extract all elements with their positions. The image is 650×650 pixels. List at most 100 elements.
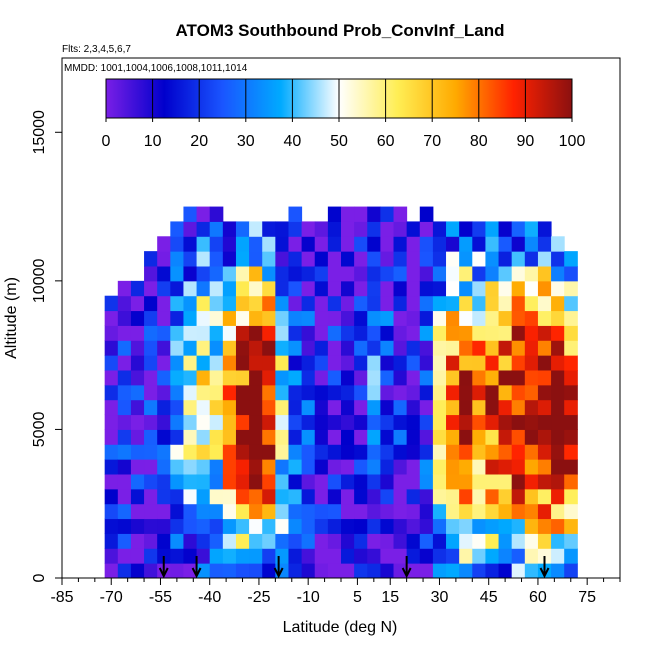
heatmap-cell bbox=[393, 340, 408, 356]
heatmap-cell bbox=[196, 488, 211, 505]
heatmap-cell bbox=[354, 488, 368, 505]
heatmap-cell bbox=[222, 370, 237, 386]
heatmap-cell bbox=[551, 384, 565, 401]
heatmap-cell bbox=[144, 310, 158, 326]
heatmap-cell bbox=[262, 444, 276, 460]
heatmap-cell bbox=[117, 370, 132, 386]
heatmap-cell bbox=[419, 548, 434, 564]
heatmap-cell bbox=[249, 563, 263, 578]
heatmap-cell bbox=[196, 518, 211, 534]
heatmap-cell bbox=[341, 459, 355, 475]
heatmap-cell bbox=[393, 414, 408, 430]
heatmap-cell bbox=[327, 370, 342, 386]
heatmap-cell bbox=[472, 280, 486, 297]
heatmap-cell bbox=[301, 459, 316, 475]
heatmap-cell bbox=[222, 518, 237, 534]
colorbar-labels: 0 10 20 30 40 50 60 70 80 90 100 bbox=[102, 133, 586, 150]
heatmap-cell bbox=[511, 444, 526, 460]
heatmap-cell bbox=[380, 518, 395, 534]
heatmap-cell bbox=[196, 384, 211, 401]
heatmap-cell bbox=[406, 548, 421, 564]
heatmap-cell bbox=[459, 503, 473, 520]
heatmap-cell bbox=[459, 518, 473, 534]
heatmap-cell bbox=[249, 340, 263, 356]
heatmap-cell bbox=[485, 236, 500, 252]
heatmap-cell bbox=[537, 340, 552, 356]
heatmap-cell bbox=[104, 563, 119, 578]
heatmap-cell bbox=[209, 518, 224, 534]
heatmap-cell bbox=[104, 429, 119, 445]
heatmap-cell bbox=[511, 236, 526, 252]
heatmap-cell bbox=[117, 474, 132, 490]
heatmap-cell bbox=[432, 414, 447, 430]
heatmap-cell bbox=[419, 206, 434, 222]
heatmap-cell bbox=[564, 280, 578, 297]
heatmap-cell bbox=[301, 429, 316, 445]
heatmap-cell bbox=[196, 206, 211, 222]
heatmap-cell bbox=[432, 325, 447, 341]
heatmap-cell bbox=[406, 533, 421, 549]
heatmap-cell bbox=[380, 503, 395, 520]
heatmap-cell bbox=[249, 370, 263, 386]
heatmap-cell bbox=[419, 414, 434, 430]
heatmap-cell bbox=[564, 370, 578, 386]
heatmap-cell bbox=[209, 459, 224, 475]
heatmap-cell bbox=[406, 503, 421, 520]
heatmap-cell bbox=[380, 310, 395, 326]
heatmap-cell bbox=[117, 355, 132, 371]
heatmap-cell bbox=[314, 280, 329, 297]
heatmap-cell bbox=[419, 355, 434, 371]
heatmap-cell bbox=[170, 236, 184, 252]
heatmap-cell bbox=[511, 414, 526, 430]
heatmap-cell bbox=[183, 295, 198, 312]
colorbar-tick-label: 50 bbox=[330, 133, 348, 150]
heatmap-cell bbox=[472, 488, 486, 505]
heatmap-cell bbox=[249, 325, 263, 341]
heatmap-cell bbox=[511, 533, 526, 549]
heatmap-cell bbox=[459, 474, 473, 490]
heatmap-cell bbox=[432, 488, 447, 505]
heatmap-cell bbox=[157, 384, 171, 401]
heatmap-cell bbox=[472, 429, 486, 445]
heatmap-cell bbox=[341, 474, 355, 490]
heatmap-cell bbox=[196, 459, 211, 475]
x-tick-label: 75 bbox=[578, 589, 596, 606]
heatmap-cell bbox=[498, 548, 513, 564]
heatmap-cell bbox=[170, 266, 184, 282]
heatmap-cell bbox=[327, 503, 342, 520]
heatmap-cell bbox=[341, 310, 355, 326]
heatmap-cell bbox=[393, 533, 408, 549]
heatmap-cell bbox=[275, 251, 289, 267]
heatmap-cell bbox=[472, 548, 486, 564]
heatmap-cell bbox=[446, 459, 460, 475]
heatmap-cell bbox=[524, 280, 539, 297]
heatmap-cell bbox=[524, 340, 539, 356]
heatmap-cell bbox=[459, 251, 473, 267]
heatmap-cell bbox=[314, 251, 329, 267]
heatmap-cell bbox=[446, 518, 460, 534]
heatmap-cell bbox=[472, 414, 486, 430]
heatmap-cell bbox=[485, 548, 500, 564]
heatmap-cell bbox=[472, 355, 486, 371]
x-tick-label: -55 bbox=[149, 589, 172, 606]
heatmap-cell bbox=[209, 444, 224, 460]
heatmap-cell bbox=[144, 399, 158, 416]
y-tick-label: 5000 bbox=[31, 412, 48, 448]
heatmap-cell bbox=[511, 399, 526, 416]
heatmap-cell bbox=[472, 533, 486, 549]
heatmap-cell bbox=[144, 370, 158, 386]
heatmap-cell bbox=[498, 355, 513, 371]
heatmap-cell bbox=[419, 295, 434, 312]
heatmap-cell bbox=[222, 295, 237, 312]
heatmap-cell bbox=[314, 488, 329, 505]
heatmap-cell bbox=[354, 384, 368, 401]
y-tick-label: 10000 bbox=[31, 259, 48, 304]
heatmap-cell bbox=[235, 474, 250, 490]
heatmap-cell bbox=[432, 503, 447, 520]
heatmap-cell bbox=[354, 251, 368, 267]
heatmap-cell bbox=[524, 563, 539, 578]
heatmap-cell bbox=[235, 459, 250, 475]
heatmap-cell bbox=[288, 488, 303, 505]
heatmap-cell bbox=[341, 414, 355, 430]
heatmap-cell bbox=[314, 518, 329, 534]
